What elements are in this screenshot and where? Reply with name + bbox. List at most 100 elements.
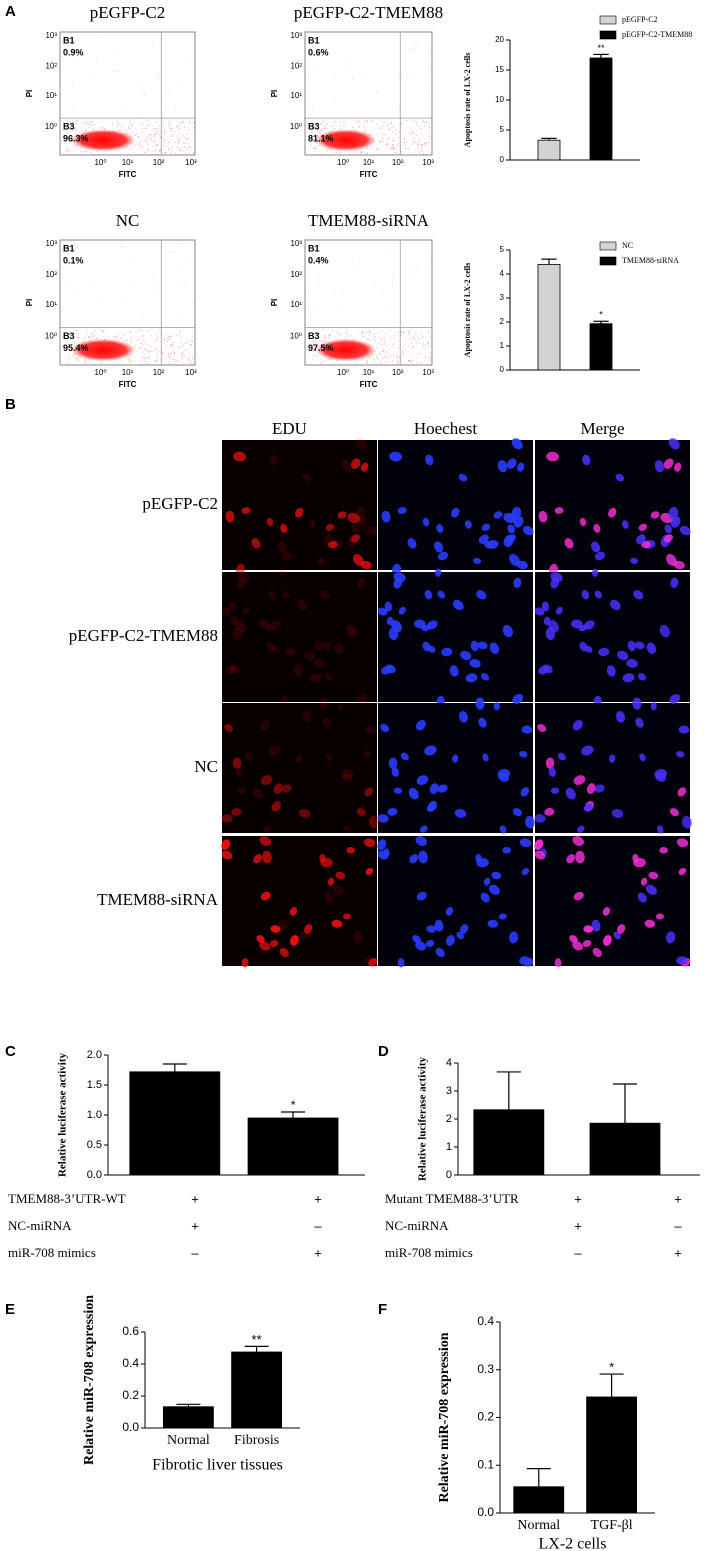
event-dot <box>380 361 382 363</box>
nucleus <box>279 947 289 958</box>
condition-label: miR-708 mimics <box>385 1245 473 1260</box>
nucleus <box>682 815 692 829</box>
nucleus <box>224 723 234 733</box>
event-dot <box>151 141 153 143</box>
event-dot <box>408 360 410 362</box>
gate-percent: 0.1% <box>63 255 84 265</box>
micrograph <box>534 836 691 968</box>
event-dot <box>313 349 315 351</box>
event-dot <box>147 349 149 351</box>
event-dot <box>366 360 368 362</box>
event-dot <box>424 344 426 346</box>
event-dot <box>148 358 150 360</box>
event-dot <box>394 140 396 142</box>
nucleus <box>640 877 648 886</box>
panel-label: F <box>378 1301 387 1318</box>
event-dot <box>180 342 182 344</box>
event-dot <box>385 134 387 136</box>
event-dot <box>151 150 153 152</box>
nucleus <box>538 510 548 523</box>
event-dot <box>188 146 190 148</box>
nucleus <box>550 787 560 794</box>
event-dot <box>149 350 151 352</box>
event-dot <box>103 127 105 129</box>
nucleus <box>407 538 417 549</box>
event-dot <box>374 361 376 363</box>
y-tick-label: 1.5 <box>87 1079 102 1091</box>
event-dot <box>159 150 161 152</box>
event-dot <box>422 120 424 122</box>
x-tick-label: 10¹ <box>122 368 134 377</box>
event-dot <box>364 129 366 131</box>
nucleus <box>576 825 585 833</box>
event-dot <box>363 120 365 122</box>
y-tick-label: 0.0 <box>477 1505 494 1519</box>
nucleus <box>343 825 351 834</box>
nucleus <box>586 783 596 795</box>
event-dot <box>145 127 147 129</box>
panel-label: B <box>5 396 16 413</box>
nucleus <box>225 510 235 523</box>
event-dot <box>91 120 93 122</box>
nucleus <box>512 694 524 704</box>
legend-swatch <box>599 241 617 251</box>
nucleus <box>325 523 335 531</box>
event-dot <box>417 42 419 44</box>
micrograph-background <box>222 703 377 833</box>
event-dot <box>354 152 356 154</box>
nucleus <box>295 507 304 518</box>
event-dot <box>363 130 365 132</box>
event-dot <box>313 354 315 356</box>
nucleus <box>484 541 494 549</box>
y-tick-label: 2.0 <box>87 1049 102 1061</box>
event-dot <box>170 344 172 346</box>
event-dot <box>146 343 148 345</box>
nucleus <box>644 919 656 928</box>
event-dot <box>88 127 90 129</box>
event-dot <box>153 351 155 353</box>
nucleus <box>237 577 247 589</box>
y-tick-label: 15 <box>495 65 504 74</box>
event-dot <box>137 339 139 341</box>
nucleus <box>412 935 421 944</box>
event-dot <box>427 330 429 332</box>
event-dot <box>315 332 317 334</box>
event-dot <box>159 137 161 139</box>
event-dot <box>391 146 393 148</box>
event-dot <box>70 124 72 126</box>
event-dot <box>412 140 414 142</box>
event-dot <box>176 141 178 143</box>
dot-cloud <box>70 129 136 152</box>
nucleus <box>458 473 468 482</box>
event-dot <box>407 351 409 353</box>
nucleus <box>464 520 472 529</box>
event-dot <box>366 361 368 363</box>
event-dot <box>134 134 136 136</box>
micrograph <box>377 836 534 968</box>
nucleus <box>309 673 322 683</box>
event-dot <box>182 121 184 123</box>
micrograph <box>221 568 377 707</box>
event-dot <box>340 125 342 127</box>
nucleus <box>594 590 603 599</box>
event-dot <box>151 35 153 37</box>
y-axis-label: Relative miR-708 expression <box>82 1295 97 1465</box>
nucleus <box>268 745 281 756</box>
event-dot <box>413 345 415 347</box>
event-dot <box>313 348 315 350</box>
event-dot <box>75 48 77 50</box>
y-tick-label: 10¹ <box>45 300 57 309</box>
event-dot <box>392 131 394 133</box>
event-dot <box>305 307 307 309</box>
nucleus <box>675 750 685 758</box>
event-dot <box>96 337 98 339</box>
nucleus <box>230 616 238 626</box>
event-dot <box>390 330 392 332</box>
event-dot <box>168 355 170 357</box>
event-dot <box>90 124 92 126</box>
dot-cloud <box>315 129 377 152</box>
event-dot <box>148 139 150 141</box>
event-dot <box>142 339 144 341</box>
nucleus <box>393 787 403 794</box>
event-dot <box>383 338 385 340</box>
